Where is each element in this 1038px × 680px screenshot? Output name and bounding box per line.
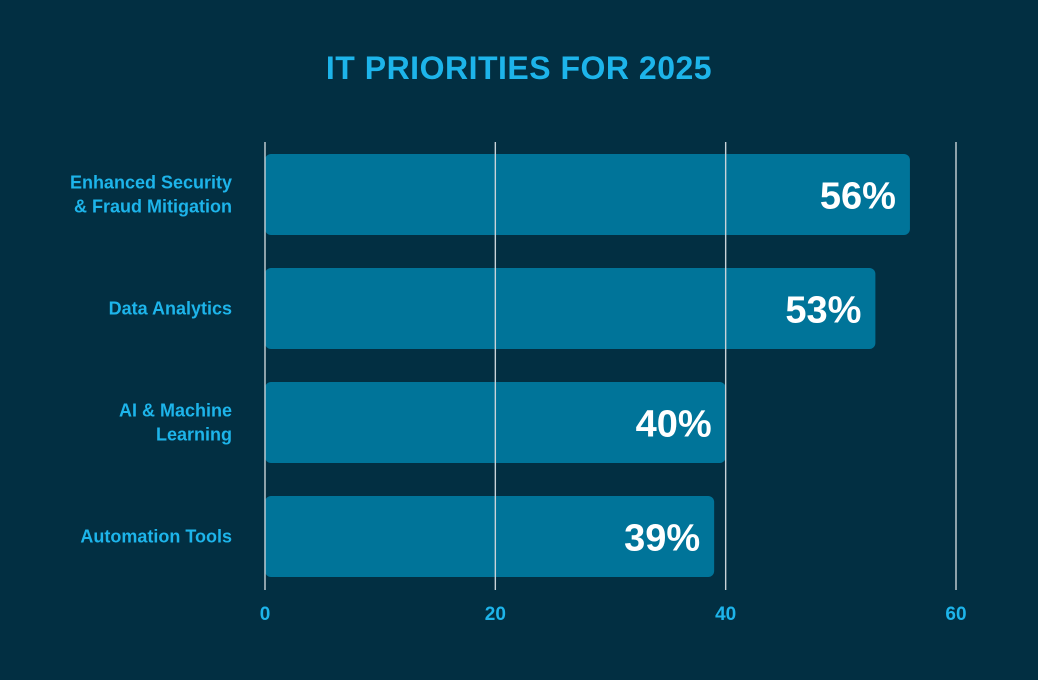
data-label-2: 40% bbox=[636, 404, 712, 446]
x-tick-label-0: 0 bbox=[260, 604, 271, 625]
category-label-1: Data Analytics bbox=[109, 299, 232, 319]
x-tick-label-1: 20 bbox=[485, 604, 506, 625]
data-label-0: 56% bbox=[820, 176, 896, 218]
category-label-0: Enhanced Security & Fraud Mitigation bbox=[70, 173, 232, 217]
x-tick-label-2: 40 bbox=[715, 604, 736, 625]
chart-title: IT PRIORITIES FOR 2025 bbox=[325, 50, 713, 86]
bar-3 bbox=[265, 496, 715, 577]
bar-1 bbox=[265, 268, 876, 349]
category-label-3: Automation Tools bbox=[80, 527, 232, 547]
bar-0 bbox=[265, 154, 910, 235]
data-label-3: 39% bbox=[624, 518, 700, 560]
data-label-1: 53% bbox=[785, 290, 861, 332]
x-tick-label-3: 60 bbox=[945, 604, 966, 625]
category-label-2: AI & Machine Learning bbox=[119, 401, 232, 445]
